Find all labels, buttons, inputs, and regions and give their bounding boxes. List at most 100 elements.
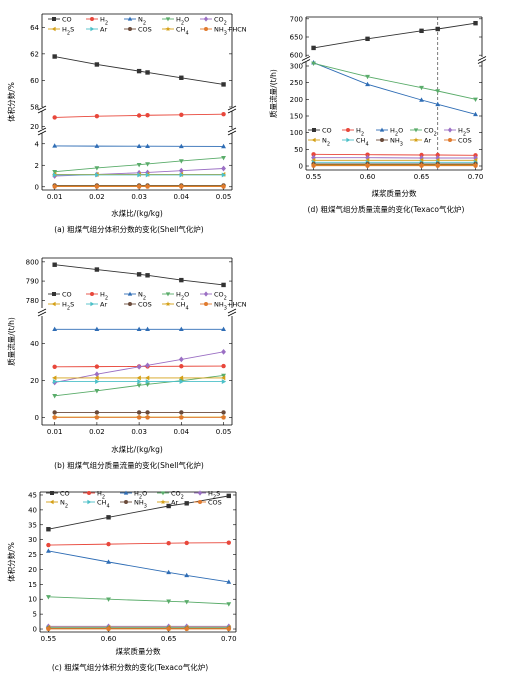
y-tick-label: 0 — [35, 183, 39, 191]
legend-entry: CO2 — [171, 489, 184, 500]
data-point — [166, 569, 172, 575]
x-tick-label: 0.05 — [216, 193, 232, 201]
series-line — [54, 113, 224, 118]
series-co2 — [52, 165, 226, 179]
data-point — [179, 415, 184, 420]
series-line — [313, 22, 476, 49]
data-point — [178, 159, 184, 164]
series-co — [52, 54, 226, 87]
data-point — [221, 348, 226, 355]
legend-marker — [165, 292, 171, 297]
series-n2 — [52, 143, 226, 149]
legend-marker — [204, 27, 208, 31]
series-co — [311, 20, 478, 51]
series-line — [54, 145, 224, 147]
legend-entry: H2 — [100, 290, 108, 301]
data-point — [221, 282, 226, 288]
data-point — [179, 172, 184, 178]
data-point — [435, 163, 440, 168]
series-n2 — [52, 326, 226, 332]
series-co2 — [45, 595, 232, 607]
data-point — [45, 548, 51, 553]
y-tick-label: 40 — [30, 340, 39, 348]
y-tick-label: 0 — [33, 626, 37, 634]
data-point — [145, 70, 150, 75]
legend-marker — [52, 292, 56, 296]
legend-marker — [160, 499, 166, 505]
data-point — [52, 379, 58, 385]
data-point — [144, 375, 150, 381]
legend-entry: NH3 — [134, 498, 147, 509]
data-point — [365, 154, 370, 161]
x-axis-label: 煤浆质量分数 — [372, 188, 417, 198]
data-point — [311, 163, 316, 168]
legend-entry: COS — [208, 498, 222, 506]
data-point — [46, 626, 51, 632]
legend-entry: H2 — [356, 126, 364, 137]
x-tick-label: 0.03 — [131, 428, 147, 436]
data-point — [145, 362, 150, 369]
legend-entry: CO2 — [214, 15, 227, 26]
legend-marker — [312, 128, 316, 132]
figure-caption: (d) 粗煤气组分质量流量的变化(Texaco气化炉) — [308, 204, 465, 214]
data-point — [45, 595, 51, 600]
y-tick-label: 60 — [30, 77, 39, 85]
data-point — [106, 597, 111, 602]
series-h2 — [311, 152, 478, 158]
series-h2o — [311, 60, 478, 117]
data-point — [184, 626, 189, 632]
legend-entry: CO — [62, 290, 72, 298]
data-point — [145, 172, 151, 178]
chart-c: 0 5 10 15 20 25 30 35 40 45 0.55 0.60 0.65 0.70 CO H2 H2… — [6, 489, 237, 672]
chart-b: 780 790 800 0 20 40 0.01 0.02 0.03 0.04 0.05 CO H2 N2… — [6, 257, 247, 470]
data-point — [136, 383, 142, 388]
data-point — [145, 326, 150, 332]
legend-marker — [203, 16, 209, 22]
data-point — [52, 364, 57, 370]
y-axis-label: 体积分数/% — [6, 542, 16, 582]
legend-entry: N2 — [322, 136, 330, 147]
legend-entry: CO — [322, 126, 332, 134]
legend-entry: CO2 — [424, 126, 437, 137]
data-point — [166, 503, 171, 509]
series-cos — [46, 626, 231, 632]
series-ar — [52, 172, 227, 178]
legend-marker — [204, 302, 208, 306]
y-tick-label: 800 — [26, 258, 39, 266]
y-tick-label: 25 — [28, 551, 37, 559]
series-line — [48, 542, 229, 546]
data-point — [52, 326, 58, 332]
legend-entry: H2S — [208, 489, 220, 500]
series-line — [54, 375, 224, 397]
x-tick-label: 0.55 — [306, 173, 322, 181]
legend-entry: CH4 — [176, 25, 189, 36]
data-point — [221, 326, 226, 332]
legend-marker — [203, 291, 209, 297]
data-point — [178, 356, 184, 363]
legend-marker — [90, 292, 94, 296]
legend-marker — [413, 128, 419, 133]
legend-entry: CH4 — [356, 136, 369, 147]
data-point — [145, 162, 150, 167]
data-point — [221, 415, 226, 420]
axis-break-mark — [477, 56, 487, 64]
legend-marker — [448, 138, 452, 142]
legend-marker — [90, 26, 95, 32]
data-point — [179, 75, 184, 80]
data-point — [94, 143, 100, 148]
data-point — [46, 542, 51, 548]
legend-entry: H2O — [134, 489, 147, 500]
data-point — [226, 626, 231, 632]
data-point — [221, 82, 226, 87]
legend-entry: N2 — [138, 290, 146, 301]
data-point — [52, 262, 57, 267]
y-tick-label: 30 — [28, 536, 37, 544]
x-axis-label: 水煤比/(kg/kg) — [111, 208, 163, 218]
y-axis-label: 体积分数/% — [6, 82, 16, 122]
data-point — [94, 410, 100, 415]
y-axis-label: 质量流量/(t/h) — [268, 69, 278, 118]
x-tick-label: 0.65 — [161, 635, 177, 643]
x-tick-label: 0.55 — [41, 635, 57, 643]
series-line — [48, 596, 229, 605]
data-point — [473, 20, 478, 26]
